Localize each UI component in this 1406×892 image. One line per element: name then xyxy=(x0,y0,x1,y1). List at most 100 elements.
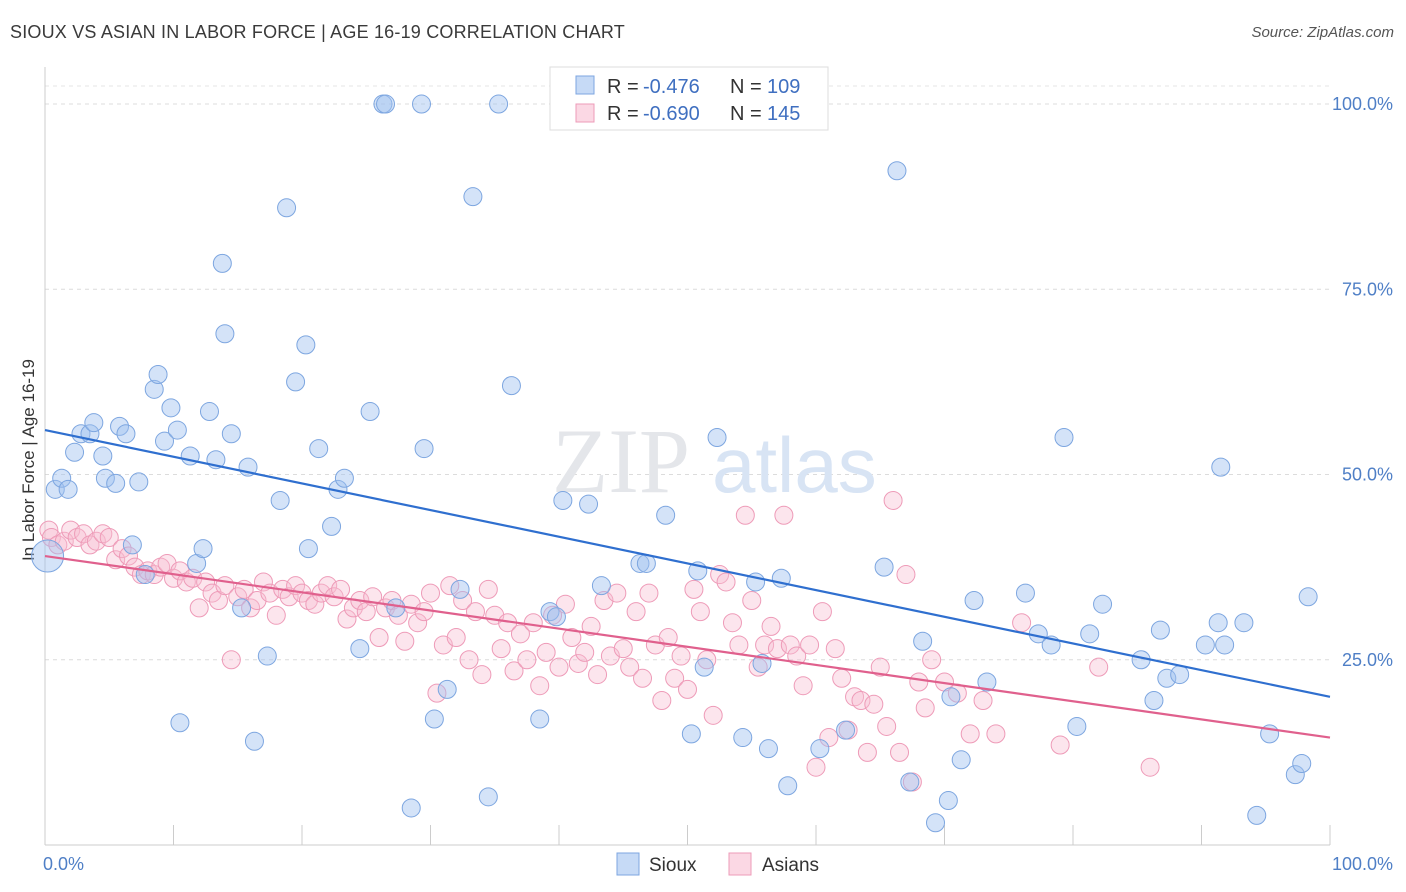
sioux-point-98 xyxy=(1208,613,1228,633)
asians-point-29 xyxy=(221,650,241,670)
asians-point-12 xyxy=(112,539,132,559)
sioux-point-102 xyxy=(1247,805,1267,825)
asians-point-63 xyxy=(440,576,460,596)
legend-box xyxy=(549,66,829,131)
asians-point-144 xyxy=(1012,613,1032,633)
asians-point-118 xyxy=(793,676,813,696)
sioux-point-7 xyxy=(84,413,104,433)
y-tick-labels: 25.0% 50.0% 75.0% 100.0% xyxy=(1332,94,1393,670)
legend-n-label-sioux: N = xyxy=(730,76,762,98)
asians-point-38 xyxy=(279,587,299,607)
sioux-point-51 xyxy=(424,709,444,729)
bottom-legend-label-sioux: Sioux xyxy=(649,855,697,876)
asians-point-10 xyxy=(99,528,119,548)
sioux-point-52 xyxy=(437,679,457,699)
asians-point-130 xyxy=(870,657,890,677)
sioux-point-67 xyxy=(694,657,714,677)
asians-point-76 xyxy=(523,613,543,633)
asians-point-69 xyxy=(478,579,498,599)
sioux-point-104 xyxy=(1285,765,1305,785)
legend: R = -0.476 N = 109 R = -0.690 N = 145 xyxy=(549,66,829,131)
sioux-point-95 xyxy=(1157,668,1177,688)
sioux-point-84 xyxy=(977,672,997,692)
asians-point-134 xyxy=(896,565,916,585)
asians-point-133 xyxy=(890,742,910,762)
sioux-point-44 xyxy=(360,402,380,422)
asians-point-36 xyxy=(266,605,286,625)
sioux-point-99 xyxy=(1211,457,1231,477)
sioux-point-46 xyxy=(376,94,396,114)
sioux-point-28 xyxy=(215,324,235,344)
sioux-point-50 xyxy=(414,439,434,459)
trend-lines xyxy=(44,428,1331,739)
sioux-point-97 xyxy=(1195,635,1215,655)
asians-point-30 xyxy=(228,587,248,607)
sioux-point-30 xyxy=(232,598,252,618)
asians-point-9 xyxy=(93,524,113,544)
asians-point-68 xyxy=(472,665,492,685)
sioux-point-59 xyxy=(540,602,560,622)
sioux-point-42 xyxy=(334,468,354,488)
sioux-point-10 xyxy=(106,473,126,493)
sioux-point-74 xyxy=(836,720,856,740)
sioux-point-3 xyxy=(58,479,78,499)
asians-point-145 xyxy=(1050,735,1070,755)
sioux-point-75 xyxy=(874,557,894,577)
legend-r-label-sioux: R = xyxy=(607,76,639,98)
watermark-zip: ZIP xyxy=(552,410,690,512)
sioux-point-19 xyxy=(161,398,181,418)
sioux-point-96 xyxy=(1170,665,1190,685)
sioux-point-88 xyxy=(1054,427,1074,447)
sioux-point-106 xyxy=(1298,587,1318,607)
series-asians-points xyxy=(39,490,1160,792)
bottom-legend-swatch-sioux xyxy=(616,852,640,876)
asians-point-8 xyxy=(86,531,106,551)
sioux-point-25 xyxy=(199,402,219,422)
sioux-point-80 xyxy=(938,791,958,811)
asians-point-66 xyxy=(459,650,479,670)
sioux-point-47 xyxy=(386,598,406,618)
sioux-point-101 xyxy=(1234,613,1254,633)
sioux-point-2 xyxy=(52,468,72,488)
sioux-point-69 xyxy=(733,728,753,748)
sioux-point-61 xyxy=(579,494,599,514)
sioux-point-38 xyxy=(298,539,318,559)
asians-point-83 xyxy=(568,653,588,673)
asians-point-13 xyxy=(119,546,139,566)
asians-point-110 xyxy=(742,590,762,610)
axes xyxy=(44,67,1331,846)
asians-point-132 xyxy=(883,490,903,510)
sioux-point-66 xyxy=(681,724,701,744)
asians-point-64 xyxy=(446,628,466,648)
sioux-point-35 xyxy=(277,198,297,218)
sioux-point-108 xyxy=(778,776,798,796)
sioux-point-49 xyxy=(412,94,432,114)
asians-point-56 xyxy=(395,631,415,651)
sioux-point-54 xyxy=(463,187,483,207)
sioux-point-4 xyxy=(65,442,85,462)
sioux-point-85 xyxy=(1015,583,1035,603)
asians-point-111 xyxy=(748,657,768,677)
sioux-point-27 xyxy=(212,253,232,273)
sioux-point-93 xyxy=(1144,691,1164,711)
sioux-point-105 xyxy=(1292,753,1312,773)
legend-r-value-sioux: -0.476 xyxy=(643,76,700,98)
asians-point-59 xyxy=(414,602,434,622)
sioux-point-17 xyxy=(148,364,168,384)
asians-point-124 xyxy=(832,668,852,688)
asians-point-97 xyxy=(658,628,678,648)
sioux-point-34 xyxy=(270,490,290,510)
asians-point-60 xyxy=(421,583,440,603)
sioux-point-68 xyxy=(707,427,727,447)
grid-lines xyxy=(45,85,1330,661)
asians-point-116 xyxy=(780,635,800,655)
asians-point-11 xyxy=(106,550,126,570)
watermark: ZIP atlas xyxy=(552,410,877,512)
asians-point-94 xyxy=(639,583,659,603)
legend-swatch-asians xyxy=(575,103,595,123)
legend-r-value-asians: -0.690 xyxy=(643,103,700,125)
y-tick-label-25: 25.0% xyxy=(1342,650,1393,670)
sioux-point-53 xyxy=(450,579,470,599)
sioux-point-29 xyxy=(221,424,241,444)
